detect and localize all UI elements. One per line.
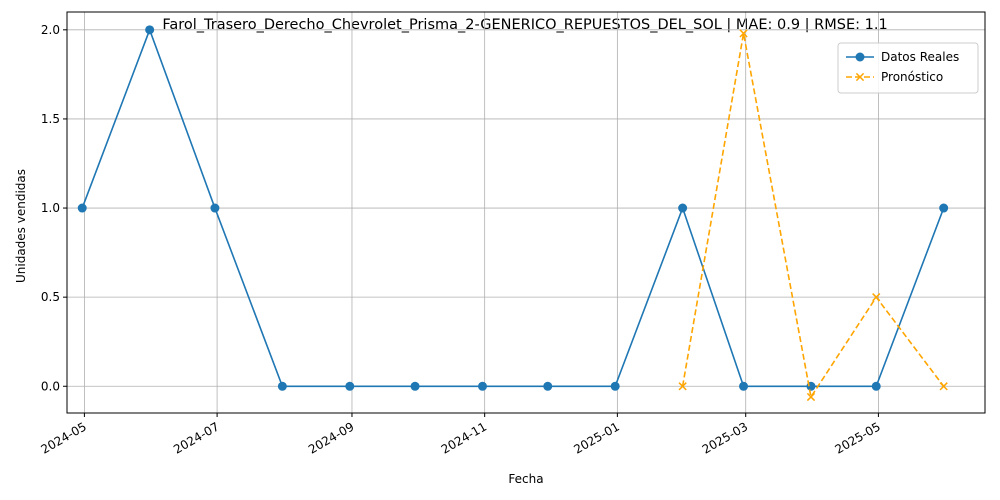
legend: Datos Reales Pronóstico <box>837 42 979 94</box>
series-1 <box>77 25 949 391</box>
data-point <box>477 381 487 391</box>
data-point <box>543 381 553 391</box>
y-tick-label: 1.0 <box>41 201 60 215</box>
data-point <box>739 381 749 391</box>
series-2 <box>678 29 948 402</box>
x-tick-label: 2025-05 <box>832 419 882 456</box>
y-axis-label: Unidades vendidas <box>14 169 28 283</box>
data-point <box>871 381 881 391</box>
y-tick-label: 0.5 <box>41 290 60 304</box>
legend-entry: Datos Reales <box>846 50 959 64</box>
data-point <box>678 203 688 213</box>
x-tick-label: 2024-09 <box>306 419 356 456</box>
x-tick-label: 2024-07 <box>171 419 221 456</box>
legend-marker <box>855 52 865 62</box>
series-line <box>681 32 945 398</box>
data-point <box>77 203 87 213</box>
x-axis: 2024-05 2024-07 2024-09 2024-11 2025-01 2025-… <box>38 413 883 457</box>
legend-label: Datos Reales <box>881 50 959 64</box>
legend-entry: Pronóstico <box>846 70 943 84</box>
data-point <box>410 381 420 391</box>
data-point <box>345 381 355 391</box>
data-point <box>806 392 816 402</box>
series-line <box>81 29 945 388</box>
x-tick-label: 2024-11 <box>439 419 489 456</box>
plot-area <box>66 11 986 414</box>
data-point <box>210 203 220 213</box>
x-axis-label: Fecha <box>508 472 543 486</box>
data-point <box>145 25 155 35</box>
x-tick-label: 2024-05 <box>38 419 88 456</box>
y-tick-label: 1.5 <box>41 112 60 126</box>
legend-box <box>837 42 979 94</box>
legend-label: Pronóstico <box>881 70 943 84</box>
series-layer <box>77 25 949 402</box>
x-tick-label: 2025-03 <box>700 419 750 456</box>
x-tick-label: 2025-01 <box>571 419 621 456</box>
chart-title: Farol_Trasero_Derecho_Chevrolet_Prisma_2… <box>162 17 887 33</box>
data-point <box>610 381 620 391</box>
data-point <box>277 381 287 391</box>
legend-marker <box>855 72 865 82</box>
y-tick-label: 2.0 <box>41 23 60 37</box>
data-point <box>939 203 949 213</box>
data-point <box>678 382 687 391</box>
y-axis: 0.0 0.5 1.0 1.5 2.0 <box>41 23 67 393</box>
data-point <box>739 29 748 38</box>
data-point <box>872 293 881 302</box>
data-point <box>939 382 948 391</box>
y-tick-label: 0.0 <box>41 379 60 393</box>
